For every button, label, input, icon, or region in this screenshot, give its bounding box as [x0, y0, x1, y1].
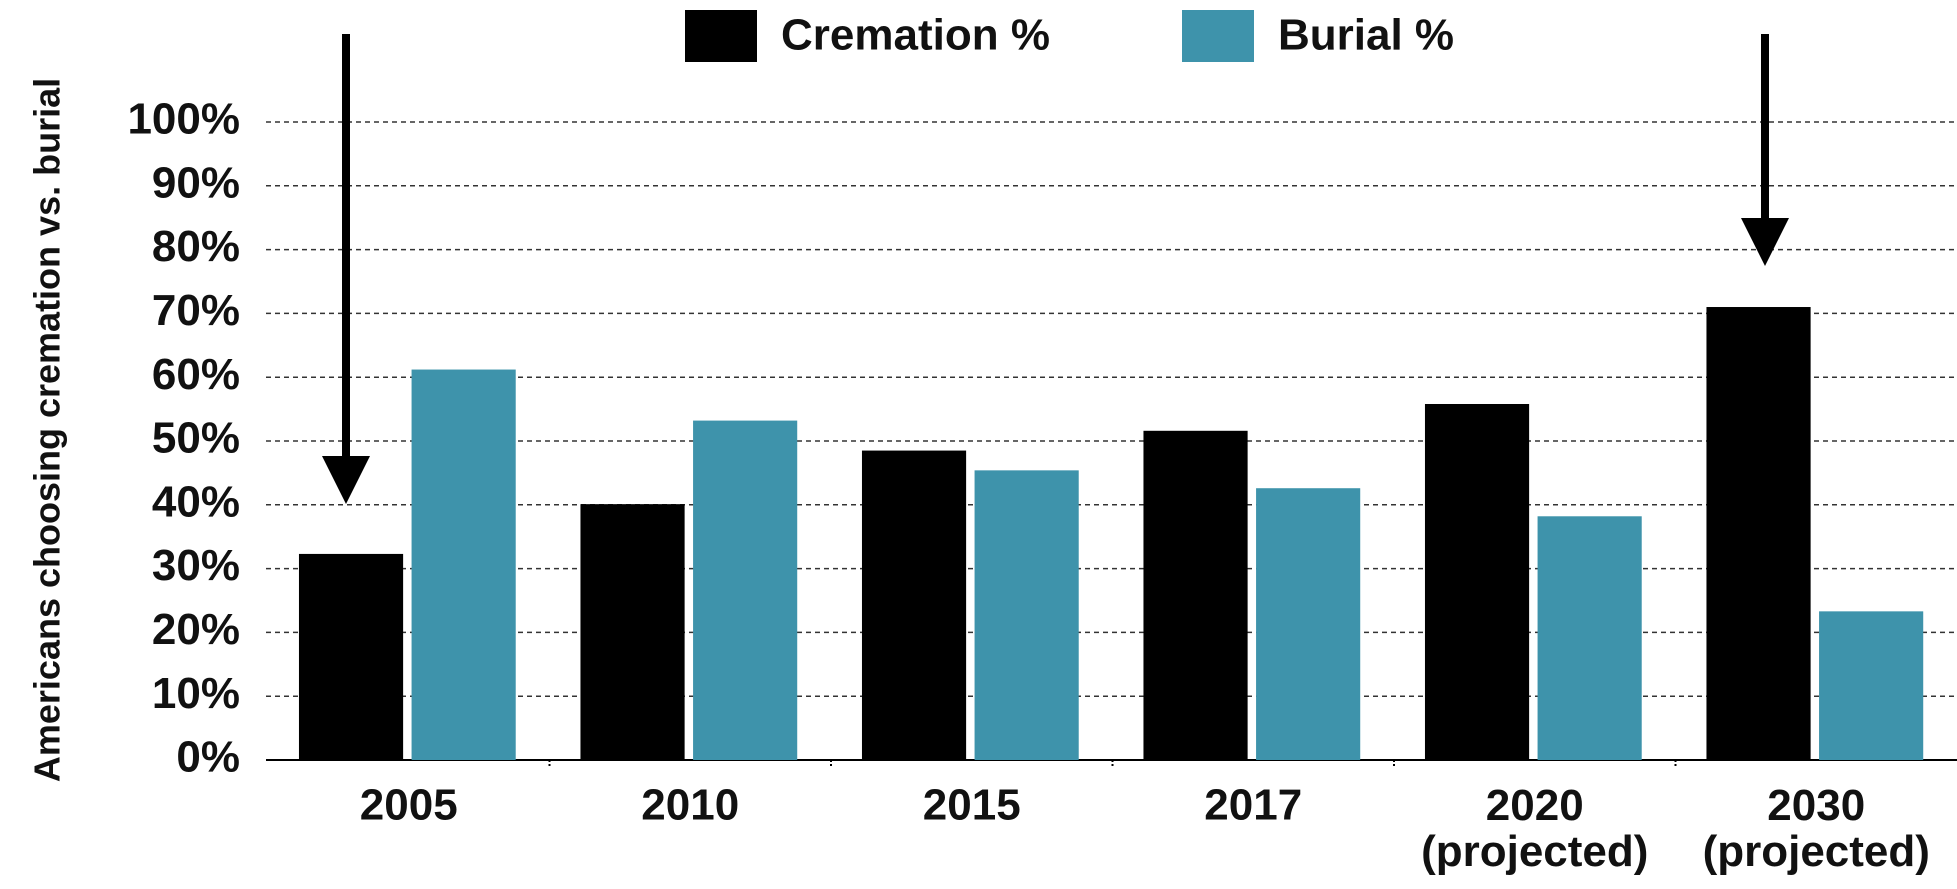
y-tick-label: 50% [152, 414, 240, 463]
bar [1537, 516, 1642, 760]
legend-label: Cremation % [781, 11, 1050, 60]
bar [1143, 430, 1248, 760]
bar [974, 470, 1079, 760]
y-axis-label: Americans choosing cremation vs. burial [27, 78, 68, 782]
y-tick-label: 10% [152, 669, 240, 718]
y-tick-label: 100% [127, 95, 240, 144]
legend-swatch [685, 10, 757, 62]
bar [1424, 403, 1530, 760]
y-tick-label: 40% [152, 477, 240, 526]
x-tick-label: 2010 [641, 781, 739, 830]
bar [693, 420, 798, 760]
x-tick-label: 2015 [923, 781, 1021, 830]
bar [1706, 307, 1811, 760]
y-tick-label: 30% [152, 541, 240, 590]
y-tick-label: 60% [152, 350, 240, 399]
x-tick-label: 2017 [1204, 781, 1302, 830]
bar [580, 504, 685, 760]
bar [298, 553, 404, 760]
y-tick-label: 0% [176, 733, 240, 782]
y-tick-label: 70% [152, 286, 240, 335]
x-tick-label: 2020 (projected) [1421, 781, 1648, 876]
y-tick-label: 80% [152, 222, 240, 271]
bar [861, 450, 967, 760]
bar [411, 369, 516, 760]
y-tick-label: 90% [152, 158, 240, 207]
legend-swatch [1182, 10, 1254, 62]
x-tick-label: 2030 (projected) [1703, 781, 1930, 876]
bar [1256, 488, 1361, 760]
x-tick-label: 2005 [360, 781, 458, 830]
y-tick-label: 20% [152, 605, 240, 654]
legend-label: Burial % [1278, 11, 1454, 60]
bar [1819, 611, 1924, 760]
